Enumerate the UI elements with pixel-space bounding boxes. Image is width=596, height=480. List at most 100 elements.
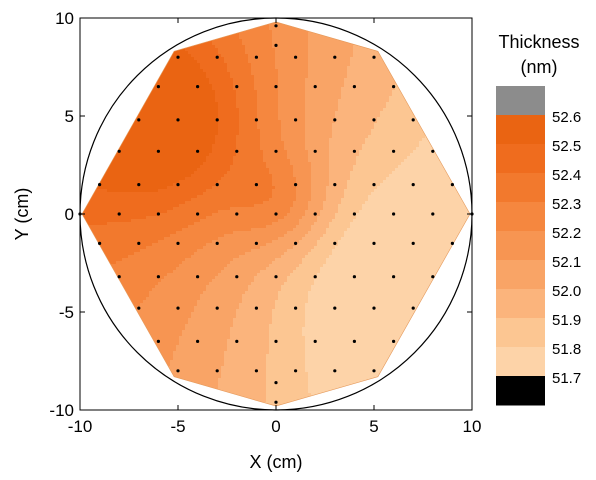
heatmap-cell bbox=[200, 81, 204, 85]
heatmap-cell bbox=[161, 105, 165, 109]
heatmap-cell bbox=[188, 162, 192, 166]
heatmap-cell bbox=[320, 60, 324, 64]
heatmap-cell bbox=[317, 156, 321, 160]
heatmap-cell bbox=[308, 60, 312, 64]
heatmap-cell bbox=[179, 138, 183, 142]
heatmap-cell bbox=[239, 102, 243, 106]
heatmap-cell bbox=[374, 168, 378, 172]
heatmap-cell bbox=[218, 171, 222, 175]
heatmap-cell bbox=[227, 36, 231, 40]
heatmap-cell bbox=[176, 99, 180, 103]
heatmap-cell bbox=[170, 141, 174, 145]
heatmap-cell bbox=[215, 66, 219, 70]
heatmap-cell bbox=[386, 102, 390, 106]
heatmap-cell bbox=[374, 102, 378, 106]
heatmap-cell bbox=[326, 156, 330, 160]
heatmap-cell bbox=[239, 114, 243, 118]
heatmap-cell bbox=[404, 168, 408, 172]
heatmap-cell bbox=[368, 75, 372, 79]
heatmap-cell bbox=[218, 120, 222, 124]
heatmap-cell bbox=[428, 168, 432, 172]
heatmap-cell bbox=[302, 114, 306, 118]
heatmap-cell bbox=[152, 90, 156, 94]
heatmap-cell bbox=[191, 147, 195, 151]
heatmap-cell bbox=[149, 144, 153, 148]
heatmap-cell bbox=[248, 36, 252, 40]
heatmap-cell bbox=[383, 153, 387, 157]
heatmap-cell bbox=[365, 150, 369, 154]
heatmap-cell bbox=[215, 96, 219, 100]
heatmap-cell bbox=[344, 168, 348, 172]
heatmap-cell bbox=[161, 78, 165, 82]
heatmap-cell bbox=[293, 156, 297, 160]
heatmap-cell bbox=[389, 93, 393, 97]
heatmap-cell bbox=[311, 57, 315, 61]
heatmap-cell bbox=[215, 63, 219, 67]
heatmap-cell bbox=[233, 117, 237, 121]
heatmap-cell bbox=[383, 87, 387, 91]
heatmap-cell bbox=[356, 102, 360, 106]
heatmap-cell bbox=[350, 159, 354, 163]
heatmap-cell bbox=[287, 57, 291, 61]
heatmap-cell bbox=[242, 126, 246, 130]
heatmap-cell bbox=[170, 159, 174, 163]
heatmap-cell bbox=[329, 45, 333, 49]
heatmap-cell bbox=[296, 93, 300, 97]
heatmap-cell bbox=[404, 135, 408, 139]
heatmap-cell bbox=[155, 138, 159, 142]
heatmap-cell bbox=[266, 171, 270, 175]
heatmap-cell bbox=[254, 129, 258, 133]
heatmap-cell bbox=[284, 150, 288, 154]
heatmap-cell bbox=[299, 120, 303, 124]
heatmap-cell bbox=[227, 153, 231, 157]
heatmap-cell bbox=[203, 123, 207, 127]
heatmap-cell bbox=[272, 75, 276, 79]
heatmap-cell bbox=[296, 27, 300, 31]
heatmap-cell bbox=[368, 72, 372, 76]
heatmap-cell bbox=[272, 78, 276, 82]
heatmap-cell bbox=[335, 84, 339, 88]
heatmap-cell bbox=[269, 33, 273, 37]
heatmap-cell bbox=[353, 162, 357, 166]
heatmap-cell bbox=[281, 42, 285, 46]
heatmap-cell bbox=[311, 69, 315, 73]
heatmap-cell bbox=[401, 102, 405, 106]
heatmap-cell bbox=[149, 168, 153, 172]
heatmap-cell bbox=[299, 135, 303, 139]
heatmap-cell bbox=[278, 36, 282, 40]
heatmap-cell bbox=[362, 99, 366, 103]
heatmap-cell bbox=[353, 63, 357, 67]
heatmap-cell bbox=[131, 171, 135, 175]
heatmap-cell bbox=[389, 159, 393, 163]
heatmap-cell bbox=[425, 168, 429, 172]
heatmap-cell bbox=[278, 75, 282, 79]
heatmap-cell bbox=[266, 24, 270, 28]
heatmap-cell bbox=[227, 117, 231, 121]
heatmap-cell bbox=[179, 84, 183, 88]
heatmap-cell bbox=[269, 93, 273, 97]
heatmap-cell bbox=[257, 87, 261, 91]
heatmap-cell bbox=[281, 129, 285, 133]
heatmap-cell bbox=[293, 132, 297, 136]
heatmap-cell bbox=[326, 54, 330, 58]
heatmap-cell bbox=[293, 39, 297, 43]
heatmap-cell bbox=[413, 144, 417, 148]
heatmap-cell bbox=[164, 102, 168, 106]
heatmap-cell bbox=[287, 153, 291, 157]
heatmap-cell bbox=[182, 126, 186, 130]
heatmap-cell bbox=[335, 105, 339, 109]
heatmap-cell bbox=[251, 39, 255, 43]
heatmap-cell bbox=[173, 150, 177, 154]
heatmap-cell bbox=[125, 159, 129, 163]
heatmap-cell bbox=[341, 66, 345, 70]
heatmap-cell bbox=[287, 141, 291, 145]
heatmap-cell bbox=[191, 78, 195, 82]
heatmap-cell bbox=[395, 87, 399, 91]
heatmap-cell bbox=[179, 162, 183, 166]
heatmap-cell bbox=[338, 63, 342, 67]
heatmap-cell bbox=[209, 123, 213, 127]
heatmap-cell bbox=[164, 135, 168, 139]
heatmap-cell bbox=[338, 60, 342, 64]
heatmap-cell bbox=[128, 129, 132, 133]
heatmap-cell bbox=[167, 66, 171, 70]
